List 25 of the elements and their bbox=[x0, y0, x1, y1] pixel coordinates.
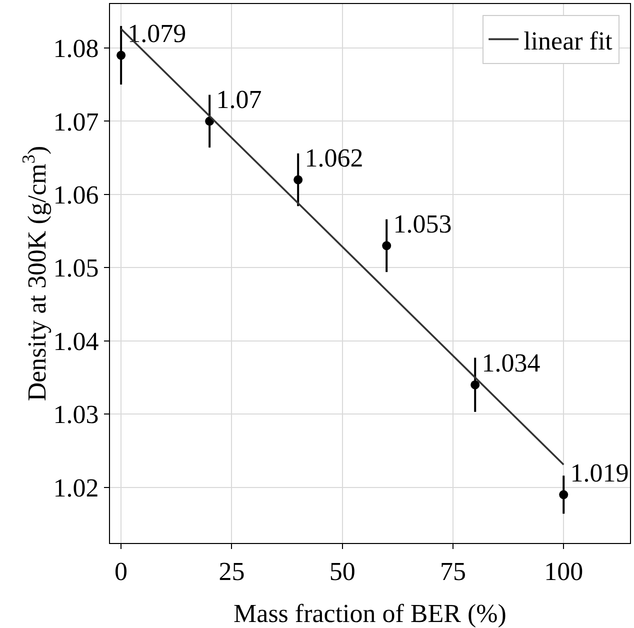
legend-label: linear fit bbox=[524, 26, 614, 56]
y-tick-label: 1.06 bbox=[53, 180, 99, 210]
x-axis-title: Mass fraction of BER (%) bbox=[234, 599, 506, 628]
y-tick-label: 1.05 bbox=[53, 254, 99, 283]
data-label: 1.079 bbox=[128, 19, 186, 48]
y-tick-label: 1.02 bbox=[53, 473, 99, 502]
y-tick-label: 1.07 bbox=[53, 107, 99, 136]
data-label: 1.062 bbox=[304, 144, 364, 173]
data-label: 1.07 bbox=[216, 85, 262, 114]
point bbox=[382, 241, 392, 250]
data-label: 1.034 bbox=[482, 348, 540, 378]
x-tick-label: 100 bbox=[544, 557, 584, 586]
y-tick-label: 1.04 bbox=[53, 326, 99, 356]
x-tick-label: 0 bbox=[114, 557, 128, 586]
point bbox=[559, 490, 568, 500]
x-tick-label: 25 bbox=[218, 557, 245, 586]
x-tick-label: 50 bbox=[329, 557, 356, 586]
point bbox=[470, 380, 480, 390]
point bbox=[116, 50, 126, 60]
point bbox=[294, 175, 303, 184]
y-tick-label: 1.03 bbox=[53, 400, 99, 430]
data-label: 1.053 bbox=[393, 210, 452, 239]
y-tick-label: 1.08 bbox=[53, 34, 99, 64]
data-label: 1.019 bbox=[570, 458, 629, 488]
x-tick-label: 75 bbox=[440, 557, 466, 586]
